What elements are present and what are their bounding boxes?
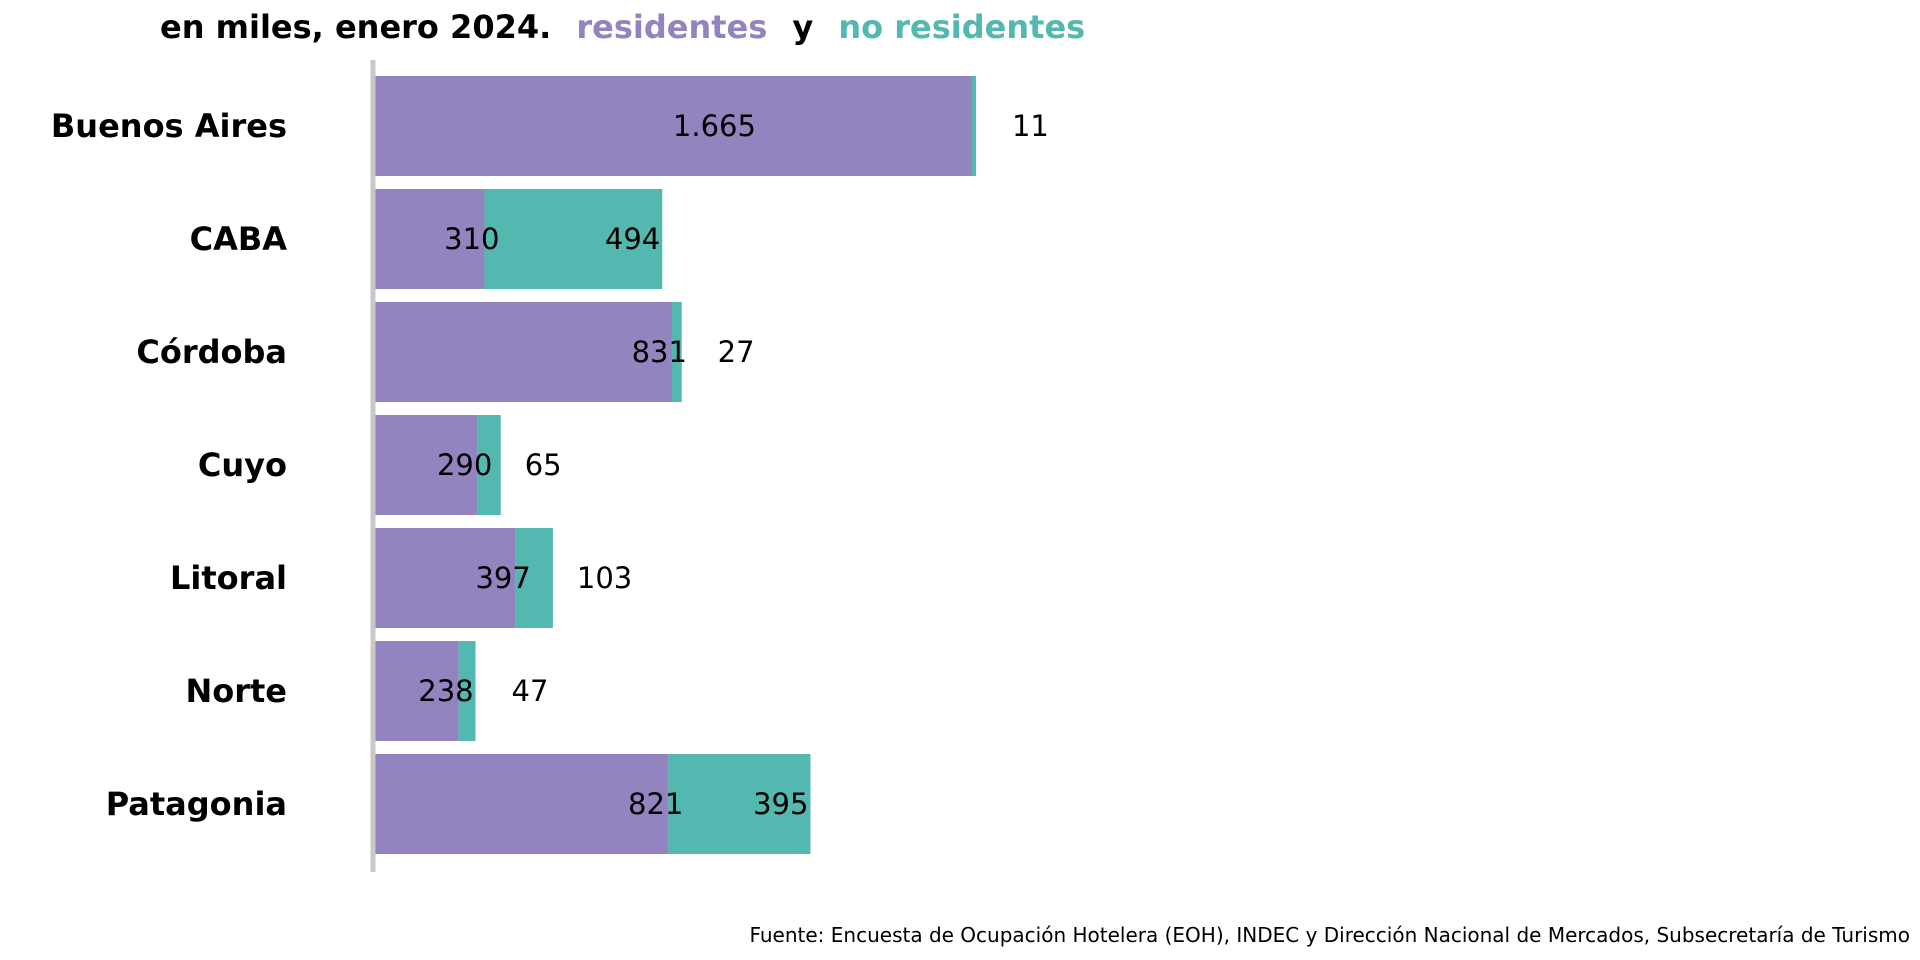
category-label: Buenos Aires	[51, 107, 287, 145]
value-label-no-residentes: 65	[525, 448, 562, 482]
category-label: Cuyo	[198, 446, 287, 484]
value-label-residentes: 310	[444, 222, 499, 256]
title-series-no-residentes: no residentes	[838, 8, 1085, 46]
chart-title: en miles, enero 2024. residentes y no re…	[160, 8, 1085, 46]
value-label-no-residentes: 27	[718, 335, 755, 369]
value-label-no-residentes: 11	[1012, 109, 1049, 143]
bar-residentes	[373, 754, 669, 854]
bar-no-residentes	[668, 754, 811, 854]
value-label-residentes: 238	[418, 674, 473, 708]
category-label: Patagonia	[106, 785, 287, 823]
value-label-no-residentes: 395	[753, 787, 808, 821]
category-labels: Buenos Aires CABA Córdoba Cuyo Litoral Norte P…	[51, 107, 287, 823]
bar-residentes	[373, 415, 478, 515]
bar-no-residentes	[484, 189, 663, 289]
bar-no-residentes	[458, 641, 476, 741]
category-label: CABA	[190, 220, 288, 258]
source-note: Fuente: Encuesta de Ocupación Hotelera (…	[749, 923, 1910, 947]
title-prefix: en miles, enero 2024.	[160, 8, 551, 46]
title-series-residentes: residentes	[576, 8, 767, 46]
value-label-no-residentes: 47	[512, 674, 549, 708]
value-label-residentes: 831	[632, 335, 687, 369]
bar-no-residentes	[515, 528, 553, 628]
value-label-residentes: 821	[628, 787, 683, 821]
value-label-residentes: 397	[475, 561, 530, 595]
bar-no-residentes	[671, 302, 682, 402]
bar-residentes	[373, 641, 459, 741]
value-label-residentes: 290	[437, 448, 492, 482]
bar-residentes	[373, 189, 485, 289]
value-label-residentes: 1.665	[673, 109, 756, 143]
bar-residentes	[373, 76, 973, 176]
value-label-no-residentes: 103	[577, 561, 632, 595]
category-label: Córdoba	[136, 333, 287, 371]
bar-no-residentes	[477, 415, 501, 515]
value-label-no-residentes: 494	[605, 222, 660, 256]
title-connector: y	[792, 8, 813, 46]
bar-residentes	[373, 528, 516, 628]
bar-residentes	[373, 302, 672, 402]
bars-layer	[373, 76, 976, 854]
category-label: Litoral	[170, 559, 287, 597]
bar-no-residentes	[972, 76, 976, 176]
category-label: Norte	[185, 672, 287, 710]
value-labels: 1.665 11 310 494 831 27 290 65 397 103 238 47 821 395	[418, 109, 1049, 821]
